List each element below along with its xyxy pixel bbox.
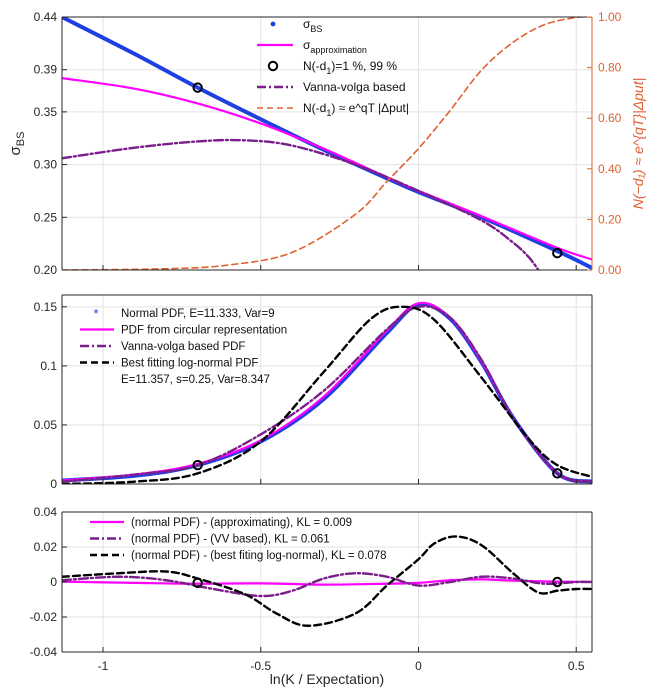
y-tick-label: -0.04	[30, 645, 58, 659]
legend-label: Vanna-volga based	[303, 80, 406, 94]
legend-label-base: N(-d	[303, 101, 326, 115]
series-line-n-d1-	[62, 17, 592, 270]
legend-label: (normal PDF) - (approximating), KL = 0.0…	[131, 517, 352, 529]
y-tick-label: 0.30	[34, 158, 58, 172]
legend-label: N(-d1) ≈ e^qT |Δput|	[303, 101, 409, 118]
right-y-tick-label: 0.20	[598, 212, 622, 226]
legend-label: PDF from circular representation	[121, 325, 287, 337]
y-tick-label: 0.15	[34, 300, 58, 314]
y-tick-label: 0.05	[34, 418, 58, 432]
legend-label-base: Vanna-volga based	[303, 80, 406, 94]
right-y-tick-label: 0.00	[598, 263, 622, 277]
legend-label-sub: 1	[326, 108, 331, 118]
top-panel: 0.20 0.25 0.30 0.35 0.39 0.44 0.00 0.20 0.40 0.60…	[7, 10, 646, 277]
series-line-diff-vv	[62, 572, 592, 598]
middle-panel: 0 0.05 0.1 0.15 * Normal PDF, E=11.333, Var=9…	[34, 294, 593, 491]
legend-label: (normal PDF) - (VV based), KL = 0.061	[131, 534, 330, 546]
y-axis-label: σBS	[7, 132, 27, 156]
marker-circle	[192, 82, 203, 93]
marker-circle	[552, 576, 563, 588]
legend-label: E=11.357, s=0.25, Var=8.347	[121, 374, 270, 386]
y-tick-label: 0.35	[34, 105, 58, 119]
legend-label-base: σ	[303, 17, 311, 31]
marker-circle	[552, 468, 563, 479]
y-axis-label-sub: BS	[15, 132, 27, 147]
legend-swatch-dot	[270, 21, 276, 27]
x-tick-label: 0.5	[568, 659, 585, 673]
series-group	[62, 17, 592, 270]
y-tick-label: -0.02	[30, 610, 58, 624]
y-tick-label: 0	[50, 575, 57, 589]
y-tick-label: 0.1	[40, 359, 57, 373]
marker-circle	[192, 577, 203, 589]
legend-swatch-circle	[267, 60, 279, 72]
right-y-tick-label: 0.60	[598, 111, 622, 125]
y-tick-label: 0.20	[34, 263, 58, 277]
y-tick-label: 0.02	[34, 540, 58, 554]
right-y-axis-label: N(−d₁) ≈ e^{qT}|Δput|	[630, 78, 646, 209]
y-tick-label: 0.44	[34, 10, 58, 24]
legend-label: σapproximation	[303, 38, 367, 55]
x-axis-label: ln(K / Expectation)	[270, 671, 384, 687]
x-tick-label: -1	[98, 659, 109, 673]
bottom-panel: -0.04 -0.02 0 0.02 0.04 -1 -0.5 0 0.5 ln(K / Expe…	[30, 505, 593, 687]
legend-label-sub: BS	[310, 24, 322, 34]
series-line-diff-lognormal	[62, 535, 592, 627]
legend-label-base: N(-d	[303, 59, 326, 73]
legend-swatch-star: *	[93, 306, 98, 321]
series-group	[62, 535, 592, 627]
series-line-vv-pdf	[62, 305, 592, 483]
legend-label-sub: 1	[326, 66, 331, 76]
marker-circle	[552, 247, 563, 259]
right-y-tick-label: 0.40	[598, 162, 622, 176]
marker-circle	[192, 459, 203, 471]
y-tick-label: 0.25	[34, 210, 58, 224]
right-y-tick-label: 1.00	[598, 10, 622, 24]
legend-label-rest: )=1 %, 99 %	[331, 59, 397, 73]
series-group	[62, 301, 592, 484]
series-line-vanna-volga	[62, 138, 540, 270]
y-tick-label: 0.04	[34, 505, 58, 519]
legend-label: Vanna-volga based PDF	[121, 341, 245, 353]
series-line-sigma-approximation	[62, 77, 592, 261]
legend-label-sub: approximation	[310, 45, 367, 55]
x-tick-label: 0	[415, 659, 422, 673]
legend-label: (normal PDF) - (best fiting log-normal),…	[131, 550, 387, 562]
legend-label: Normal PDF, E=11.333, Var=9	[121, 308, 275, 320]
legend-label: N(-d1)=1 %, 99 %	[303, 59, 397, 76]
x-tick-label: -0.5	[250, 659, 271, 673]
y-tick-label: 0.39	[34, 63, 58, 77]
legend-label-rest: ) ≈ e^qT |Δput|	[331, 101, 409, 115]
series-line-lognormal-pdf	[62, 305, 592, 484]
legend-label-base: σ	[303, 38, 311, 52]
y-tick-label: 0	[50, 477, 57, 491]
legend-label: σBS	[303, 17, 322, 34]
y-axis-label-base: σ	[7, 145, 24, 155]
right-y-tick-label: 0.80	[598, 61, 622, 75]
legend-label: Best fitting log-normal PDF	[121, 358, 258, 370]
